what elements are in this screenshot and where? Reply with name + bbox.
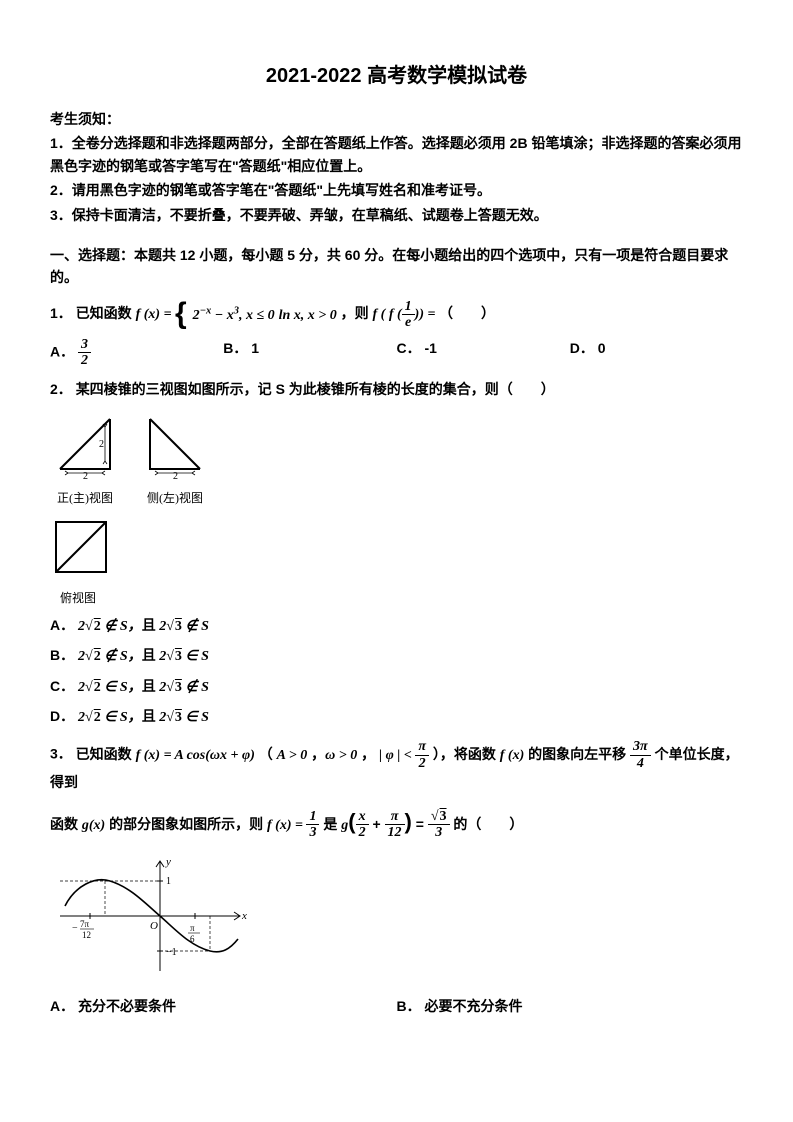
top-view: 俯视图 [50, 516, 743, 608]
option-label: B． [397, 998, 421, 1014]
piecewise-row: ln x, x > 0 [279, 308, 337, 323]
svg-text:2: 2 [173, 471, 178, 479]
instruction-line: 3．保持卡面清洁，不要折叠，不要弄破、弄皱，在草稿纸、试题卷上答题无效。 [50, 204, 743, 226]
front-view: 2 2 正(主)视图 [50, 409, 120, 509]
three-views-figures: 2 2 正(主)视图 2 侧(左)视图 [50, 409, 743, 509]
section-heading: 一、选择题：本题共 12 小题，每小题 5 分，共 60 分。在每小题给出的四个… [50, 244, 743, 289]
instruction-line: 1．全卷分选择题和非选择题两部分，全部在答题纸上作答。选择题必须用 2B 铅笔填… [50, 132, 743, 177]
function-graph-svg: y x O 1 −1 − 7π 12 π 6 [50, 851, 250, 981]
svg-text:−1: −1 [166, 947, 177, 958]
top-view-svg [50, 516, 112, 578]
option-value: -1 [425, 340, 437, 356]
svg-text:7π: 7π [80, 919, 90, 929]
option-a: A． 32 [50, 337, 223, 369]
question-stem: 已知函数 f (x) = A cos(ωx + φ) （ A > 0 ，ω > … [50, 746, 739, 790]
option-label: C． [50, 678, 74, 694]
svg-text:2: 2 [99, 439, 104, 450]
option-label: A． [50, 343, 74, 359]
option-label: B． [223, 340, 247, 356]
option-label: A． [50, 998, 74, 1014]
svg-text:x: x [241, 910, 247, 922]
option-label: B． [50, 647, 74, 663]
option-value: 2√2 ∈ S，且 2√3 ∉ S [78, 680, 209, 695]
option-a: A． 充分不必要条件 [50, 995, 397, 1017]
instruction-line: 2．请用黑色字迹的钢笔或答字笔在"答题纸"上先填写姓名和准考证号。 [50, 179, 743, 201]
question-1: 1． 已知函数 f (x) = { 2−x − x3, x ≤ 0 ln x, … [50, 299, 743, 331]
option-b: B． 2√2 ∉ S，且 2√3 ∈ S [50, 644, 743, 668]
left-brace-icon: { [175, 299, 187, 329]
option-label: C． [397, 340, 421, 356]
figure-caption: 侧(左)视图 [140, 489, 210, 508]
question-2: 2． 某四棱锥的三视图如图所示，记 S 为此棱锥所有棱的长度的集合，则（ ） [50, 378, 743, 400]
option-value: 2√2 ∉ S，且 2√3 ∉ S [78, 619, 209, 634]
option-c: C． -1 [397, 337, 570, 369]
option-d: D． 0 [570, 337, 743, 369]
svg-text:y: y [165, 856, 171, 868]
option-a: A． 2√2 ∉ S，且 2√3 ∉ S [50, 614, 743, 638]
option-d: D． 2√2 ∈ S，且 2√3 ∈ S [50, 705, 743, 729]
option-label: A． [50, 617, 74, 633]
question-number: 1． [50, 305, 72, 321]
option-b: B． 1 [223, 337, 396, 369]
question-number: 2． [50, 381, 72, 397]
option-value: 2√2 ∉ S，且 2√3 ∈ S [78, 649, 209, 664]
svg-text:12: 12 [82, 930, 91, 940]
side-view-svg: 2 [140, 409, 210, 479]
option-label: D． [50, 708, 74, 724]
option-label: D． [570, 340, 594, 356]
piecewise-row: 2−x − x3, x ≤ 0 [193, 308, 275, 323]
question-stem: 已知函数 [76, 305, 136, 321]
question-number: 3． [50, 746, 72, 762]
option-b: B． 必要不充分条件 [397, 995, 744, 1017]
svg-text:π: π [190, 923, 195, 933]
front-view-svg: 2 2 [50, 409, 120, 479]
svg-text:O: O [150, 920, 158, 932]
page-title: 2021-2022 高考数学模拟试卷 [50, 60, 743, 92]
options-row: A． 32 B． 1 C． -1 D． 0 [50, 337, 743, 369]
option-value: 32 [78, 337, 91, 369]
option-value: 充分不必要条件 [78, 998, 176, 1014]
figure-caption: 俯视图 [50, 589, 743, 608]
option-c: C． 2√2 ∈ S，且 2√3 ∉ S [50, 675, 743, 699]
figure-caption: 正(主)视图 [50, 489, 120, 508]
svg-text:−: − [72, 923, 78, 934]
question-3-cont: 函数 g(x) 的部分图象如图所示，则 f (x) = 13 是 g(x2 + … [50, 804, 743, 841]
question-3: 3． 已知函数 f (x) = A cos(ωx + φ) （ A > 0 ，ω… [50, 739, 743, 793]
instructions-header: 考生须知： [50, 108, 743, 130]
function-label: f (x) = [136, 307, 175, 322]
option-value: 0 [598, 340, 606, 356]
math-expr: f ( f (1e)) = （ ） [373, 307, 495, 322]
question-stem: 某四棱锥的三视图如图所示，记 S 为此棱锥所有棱的长度的集合，则（ ） [76, 381, 555, 397]
piecewise-function: 2−x − x3, x ≤ 0 ln x, x > 0 [193, 303, 337, 325]
option-value: 1 [251, 340, 259, 356]
side-view: 2 侧(左)视图 [140, 409, 210, 509]
svg-text:1: 1 [166, 876, 171, 887]
graph-figure: y x O 1 −1 − 7π 12 π 6 [50, 851, 743, 989]
option-value: 必要不充分条件 [425, 998, 523, 1014]
options-row: A． 充分不必要条件 B． 必要不充分条件 [50, 995, 743, 1017]
option-value: 2√2 ∈ S，且 2√3 ∈ S [78, 710, 209, 725]
question-stem: ，则 [341, 305, 373, 321]
svg-text:2: 2 [83, 471, 88, 479]
